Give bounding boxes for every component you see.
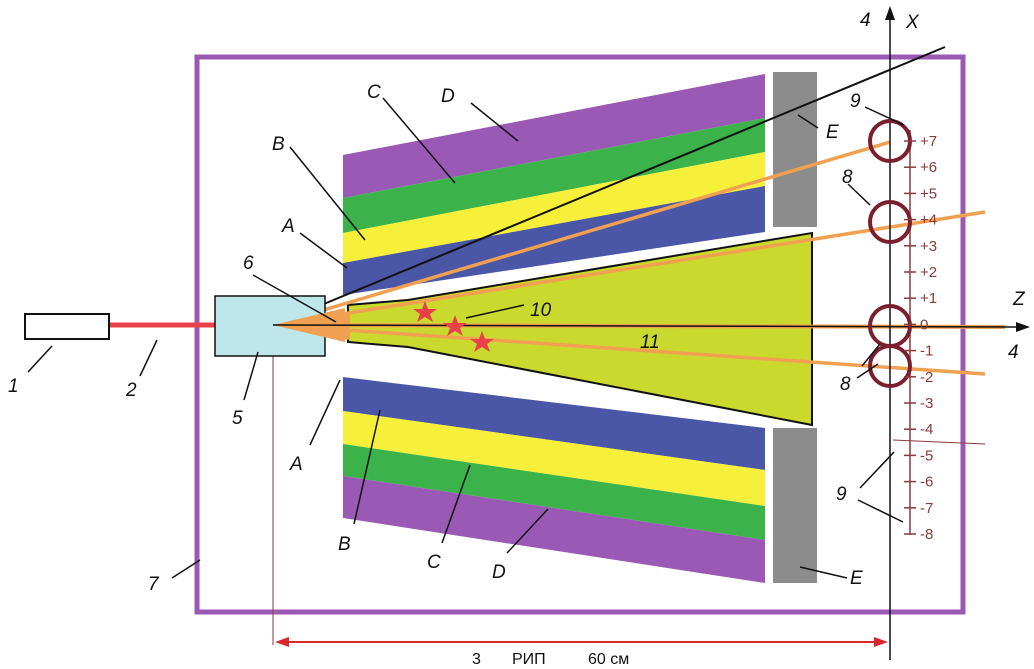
scale-tick-label: -3 [920,395,933,412]
vacuum-chamber [194,54,966,615]
black-ray [272,46,946,326]
layer-a-bottom [343,377,765,470]
axis-z-arrow [1016,322,1030,332]
scale-tick-label: +7 [920,133,937,150]
beam-ring-7 [272,140,891,327]
label-d-top: D [441,86,455,107]
label-b-bottom: B [338,534,351,555]
scale-ticks: +7 +6 +5 +4 +3 +2 +1 0 -1 -2 -3 -4 -5 -6 -7 -8 [904,133,937,543]
label-8-upper: 8 [842,167,853,188]
scale-tick-label: 0 [920,316,928,333]
dimension-arrow-left [275,637,289,647]
label-a-bottom: A [289,454,303,475]
stars-10 [413,301,494,352]
label-4-top: 4 [860,10,871,31]
layer-c-top [343,118,765,233]
scale-tick-label: -7 [920,500,933,517]
scale-tick-label: +3 [920,238,937,255]
label-c-bottom: C [427,552,441,573]
label-8-lower: 8 [840,374,851,395]
label-7: 7 [148,574,160,595]
star-icon [470,331,494,352]
star-icon [413,301,437,322]
block-e-top [773,72,817,227]
scale-tick-label: -8 [920,526,933,543]
axis-x-arrow [885,6,895,20]
beam-ring-4 [272,210,986,327]
label-b-top: B [272,134,285,155]
laser-source-1 [24,313,110,340]
beam-ring-2 [272,323,986,376]
layer-b-top [343,152,765,263]
label-c-top: C [367,82,381,103]
label-6: 6 [243,253,254,274]
label-9-bottom: 9 [836,484,847,505]
scale-tick-label: -1 [920,343,933,360]
ring-minus2 [868,344,912,388]
axis-z [272,324,1026,328]
scale-tick-label: -2 [920,369,933,386]
label-2: 2 [125,380,137,401]
layer-c-bottom [343,444,765,540]
layer-d-top [343,74,765,198]
label-1: 1 [8,376,19,397]
layer-d-bottom [343,476,765,583]
scale-tick-label: -4 [920,421,933,438]
label-5: 5 [232,408,243,429]
label-e-top: E [826,122,839,143]
scale-tick-label: +5 [920,185,937,202]
label-d-bottom: D [492,562,506,583]
scale-tick-label: +4 [920,212,937,229]
layer-b-bottom [343,411,765,506]
star-icon [443,315,467,336]
label-4-right: 4 [1008,342,1019,363]
scale-tick-label: -6 [920,474,933,491]
label-9-top: 9 [850,91,861,112]
scale-tick-label: +2 [920,264,937,281]
label-a-top: A [281,216,295,237]
dimension-arrow-right [874,637,888,647]
label-e-bottom: E [850,568,863,589]
caption-rip: РИП [512,651,546,668]
caption-distance: 60 см [588,651,629,668]
cone-11 [347,231,813,427]
label-axis-z: Z [1012,289,1026,310]
label-11: 11 [640,332,660,353]
label-10: 10 [530,300,552,321]
label-3: 3 [472,651,481,668]
guide-line-diag [892,439,986,445]
scale-tick-label: +1 [920,290,937,307]
scale-tick-label: +6 [920,159,937,176]
leader-lines [27,97,905,579]
scale-tick-label: -5 [920,447,933,464]
ring-plus4 [868,200,912,244]
block-e-bottom [773,428,817,583]
label-axis-x: X [905,12,920,33]
